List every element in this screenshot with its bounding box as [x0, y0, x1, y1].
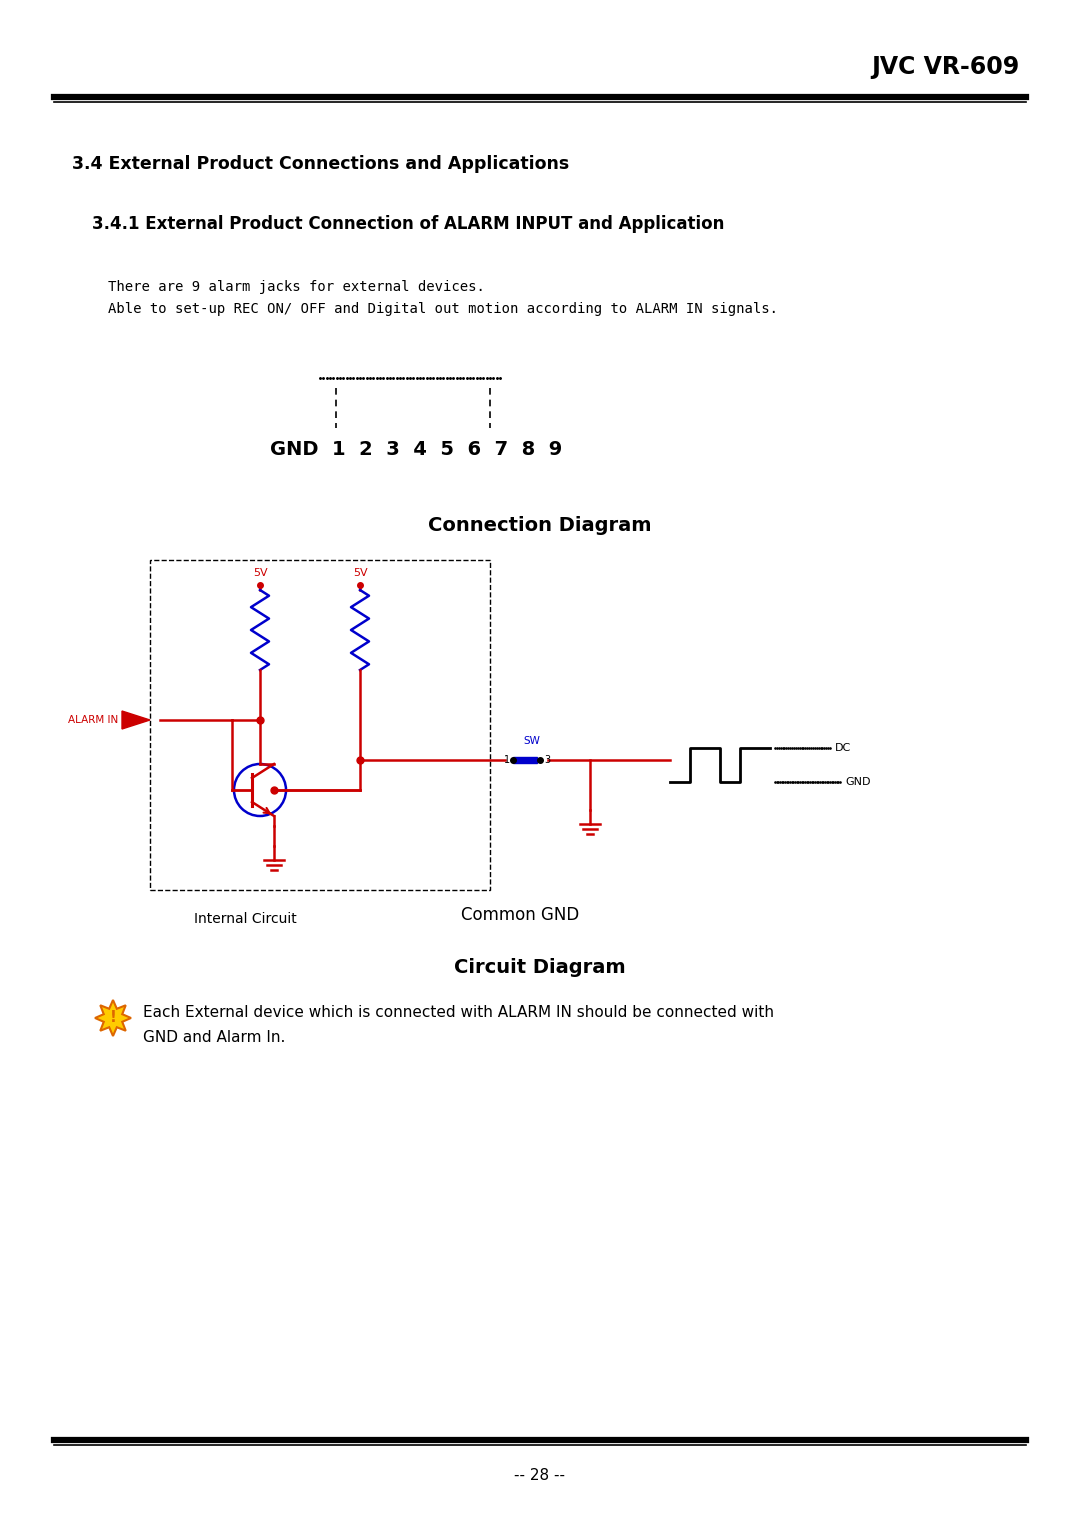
Text: Common GND: Common GND [461, 906, 579, 924]
Text: DC: DC [835, 743, 851, 753]
Text: 3.4.1 External Product Connection of ALARM INPUT and Application: 3.4.1 External Product Connection of ALA… [92, 215, 725, 232]
Polygon shape [95, 999, 131, 1036]
Text: 1: 1 [504, 755, 510, 766]
Text: SW: SW [524, 736, 540, 746]
Text: GND: GND [845, 778, 870, 787]
Bar [513, 756, 537, 762]
Text: 3.4 External Product Connections and Applications: 3.4 External Product Connections and App… [72, 154, 569, 173]
Text: 3: 3 [544, 755, 550, 766]
Text: JVC VR-609: JVC VR-609 [872, 55, 1020, 79]
Text: GND  1  2  3  4  5  6  7  8  9: GND 1 2 3 4 5 6 7 8 9 [270, 440, 563, 458]
Text: Connection Diagram: Connection Diagram [429, 516, 651, 535]
Text: 5V: 5V [353, 568, 367, 578]
Polygon shape [122, 711, 150, 729]
Text: Each External device which is connected with ALARM IN should be connected with: Each External device which is connected … [143, 1005, 774, 1021]
Text: ALARM IN: ALARM IN [68, 715, 118, 724]
Text: 5V: 5V [253, 568, 268, 578]
Text: !: ! [109, 1010, 117, 1025]
Bar [150, 559, 490, 889]
Text: Circuit Diagram: Circuit Diagram [455, 958, 625, 976]
Text: Internal Circuit: Internal Circuit [193, 912, 296, 926]
Text: GND and Alarm In.: GND and Alarm In. [143, 1030, 285, 1045]
Text: There are 9 alarm jacks for external devices.: There are 9 alarm jacks for external dev… [108, 280, 485, 293]
Text: -- 28 --: -- 28 -- [514, 1468, 566, 1484]
Text: Able to set-up REC ON/ OFF and Digital out motion according to ALARM IN signals.: Able to set-up REC ON/ OFF and Digital o… [108, 303, 778, 316]
